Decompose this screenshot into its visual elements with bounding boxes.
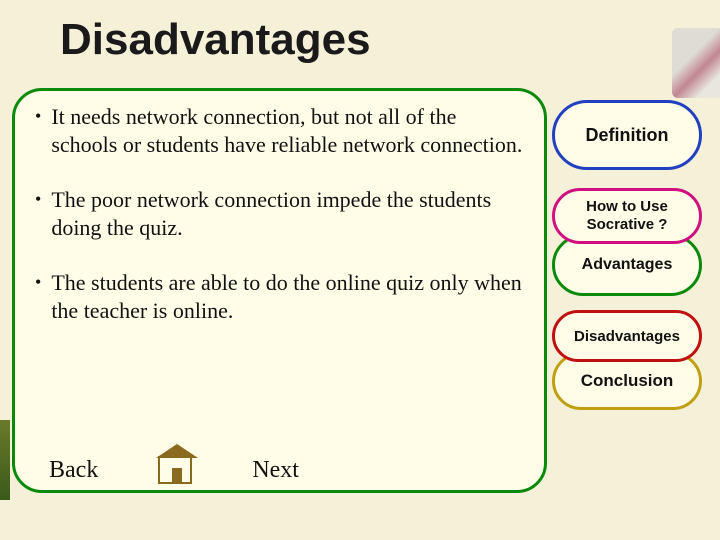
bullet-marker: • (35, 103, 41, 130)
nav-button-label: Disadvantages (574, 328, 680, 345)
nav-button-label: Definition (586, 125, 669, 146)
corner-decoration (672, 28, 720, 98)
back-button[interactable]: Back (49, 457, 98, 484)
bullet-item: • The students are able to do the online… (35, 269, 524, 324)
nav-disadvantages-button[interactable]: Disadvantages (552, 310, 702, 362)
nav-button-label: Conclusion (581, 371, 674, 391)
bullet-text: It needs network connection, but not all… (51, 103, 524, 158)
next-button[interactable]: Next (252, 457, 299, 484)
page-title: Disadvantages (60, 15, 700, 65)
content-box: • It needs network connection, but not a… (12, 88, 547, 493)
bullet-text: The students are able to do the online q… (51, 269, 524, 324)
bullet-marker: • (35, 269, 41, 296)
nav-row: Back Next (49, 456, 299, 484)
bullet-text: The poor network connection impede the s… (51, 186, 524, 241)
bullet-item: • The poor network connection impede the… (35, 186, 524, 241)
nav-definition-button[interactable]: Definition (552, 100, 702, 170)
nav-button-label: How to Use Socrative ? (561, 198, 693, 234)
nav-button-label: Advantages (582, 256, 673, 274)
side-nav: Definition How to Use Socrative ? Advant… (552, 100, 702, 410)
bullet-marker: • (35, 186, 41, 213)
bullet-item: • It needs network connection, but not a… (35, 103, 524, 158)
nav-howto-button[interactable]: How to Use Socrative ? (552, 188, 702, 244)
home-icon[interactable] (158, 456, 192, 484)
left-edge-decoration (0, 420, 10, 500)
slide: Disadvantages • It needs network connect… (0, 0, 720, 540)
